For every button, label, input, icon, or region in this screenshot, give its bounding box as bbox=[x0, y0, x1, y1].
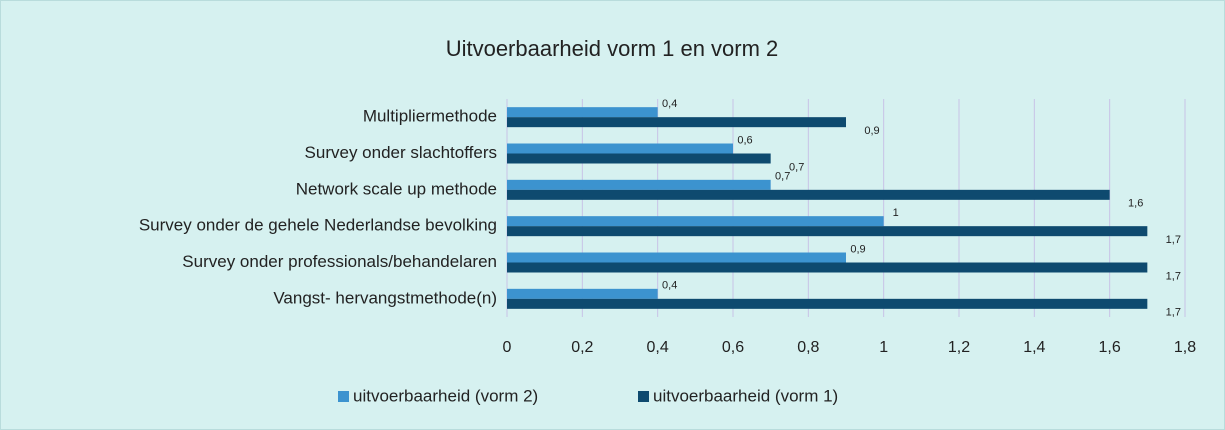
x-tick-label: 1,4 bbox=[1023, 339, 1045, 356]
x-tick-label: 1,8 bbox=[1174, 339, 1196, 356]
y-tick-label: Survey onder de gehele Nederlandse bevol… bbox=[139, 216, 497, 235]
bar bbox=[507, 226, 1148, 237]
data-label: 1,7 bbox=[1166, 270, 1181, 282]
bar bbox=[507, 216, 884, 227]
y-tick-label: Network scale up methode bbox=[296, 179, 497, 198]
data-label: 0,7 bbox=[775, 171, 790, 183]
y-tick-label: Survey onder slachtoffers bbox=[305, 143, 497, 162]
x-tick-label: 1 bbox=[879, 339, 888, 356]
legend-swatch bbox=[338, 391, 349, 402]
legend-swatch bbox=[638, 391, 649, 402]
y-tick-label: Survey onder professionals/behandelaren bbox=[182, 252, 497, 271]
legend-label: uitvoerbaarheid (vorm 1) bbox=[653, 386, 838, 405]
data-label: 0,9 bbox=[850, 243, 865, 255]
data-label: 0,4 bbox=[662, 280, 677, 292]
bar bbox=[507, 117, 846, 128]
x-tick-label: 0,2 bbox=[571, 339, 593, 356]
data-label: 0,9 bbox=[864, 125, 879, 137]
bar bbox=[507, 189, 1110, 200]
data-label: 0,4 bbox=[662, 98, 677, 110]
data-label: 1,7 bbox=[1166, 307, 1181, 319]
x-tick-label: 0 bbox=[503, 339, 512, 356]
bar bbox=[507, 252, 846, 263]
data-label: 0,7 bbox=[789, 161, 804, 173]
bar bbox=[507, 288, 658, 299]
legend-label: uitvoerbaarheid (vorm 2) bbox=[353, 386, 538, 405]
x-tick-label: 0,8 bbox=[797, 339, 819, 356]
data-label: 1,7 bbox=[1166, 234, 1181, 246]
y-tick-label: Vangst- hervangstmethode(n) bbox=[273, 288, 497, 307]
x-tick-label: 1,6 bbox=[1099, 339, 1121, 356]
data-label: 1,6 bbox=[1128, 198, 1143, 210]
bar bbox=[507, 179, 771, 190]
chart-title: Uitvoerbaarheid vorm 1 en vorm 2 bbox=[446, 36, 779, 61]
y-tick-label: Multipliermethode bbox=[363, 107, 497, 126]
bar bbox=[507, 143, 733, 154]
bar bbox=[507, 298, 1148, 309]
x-tick-label: 0,6 bbox=[722, 339, 744, 356]
bar bbox=[507, 107, 658, 118]
bar bbox=[507, 262, 1148, 273]
x-tick-label: 0,4 bbox=[647, 339, 669, 356]
bar bbox=[507, 153, 771, 164]
x-tick-label: 1,2 bbox=[948, 339, 970, 356]
data-label: 0,6 bbox=[737, 134, 752, 146]
data-label: 1 bbox=[893, 207, 899, 219]
